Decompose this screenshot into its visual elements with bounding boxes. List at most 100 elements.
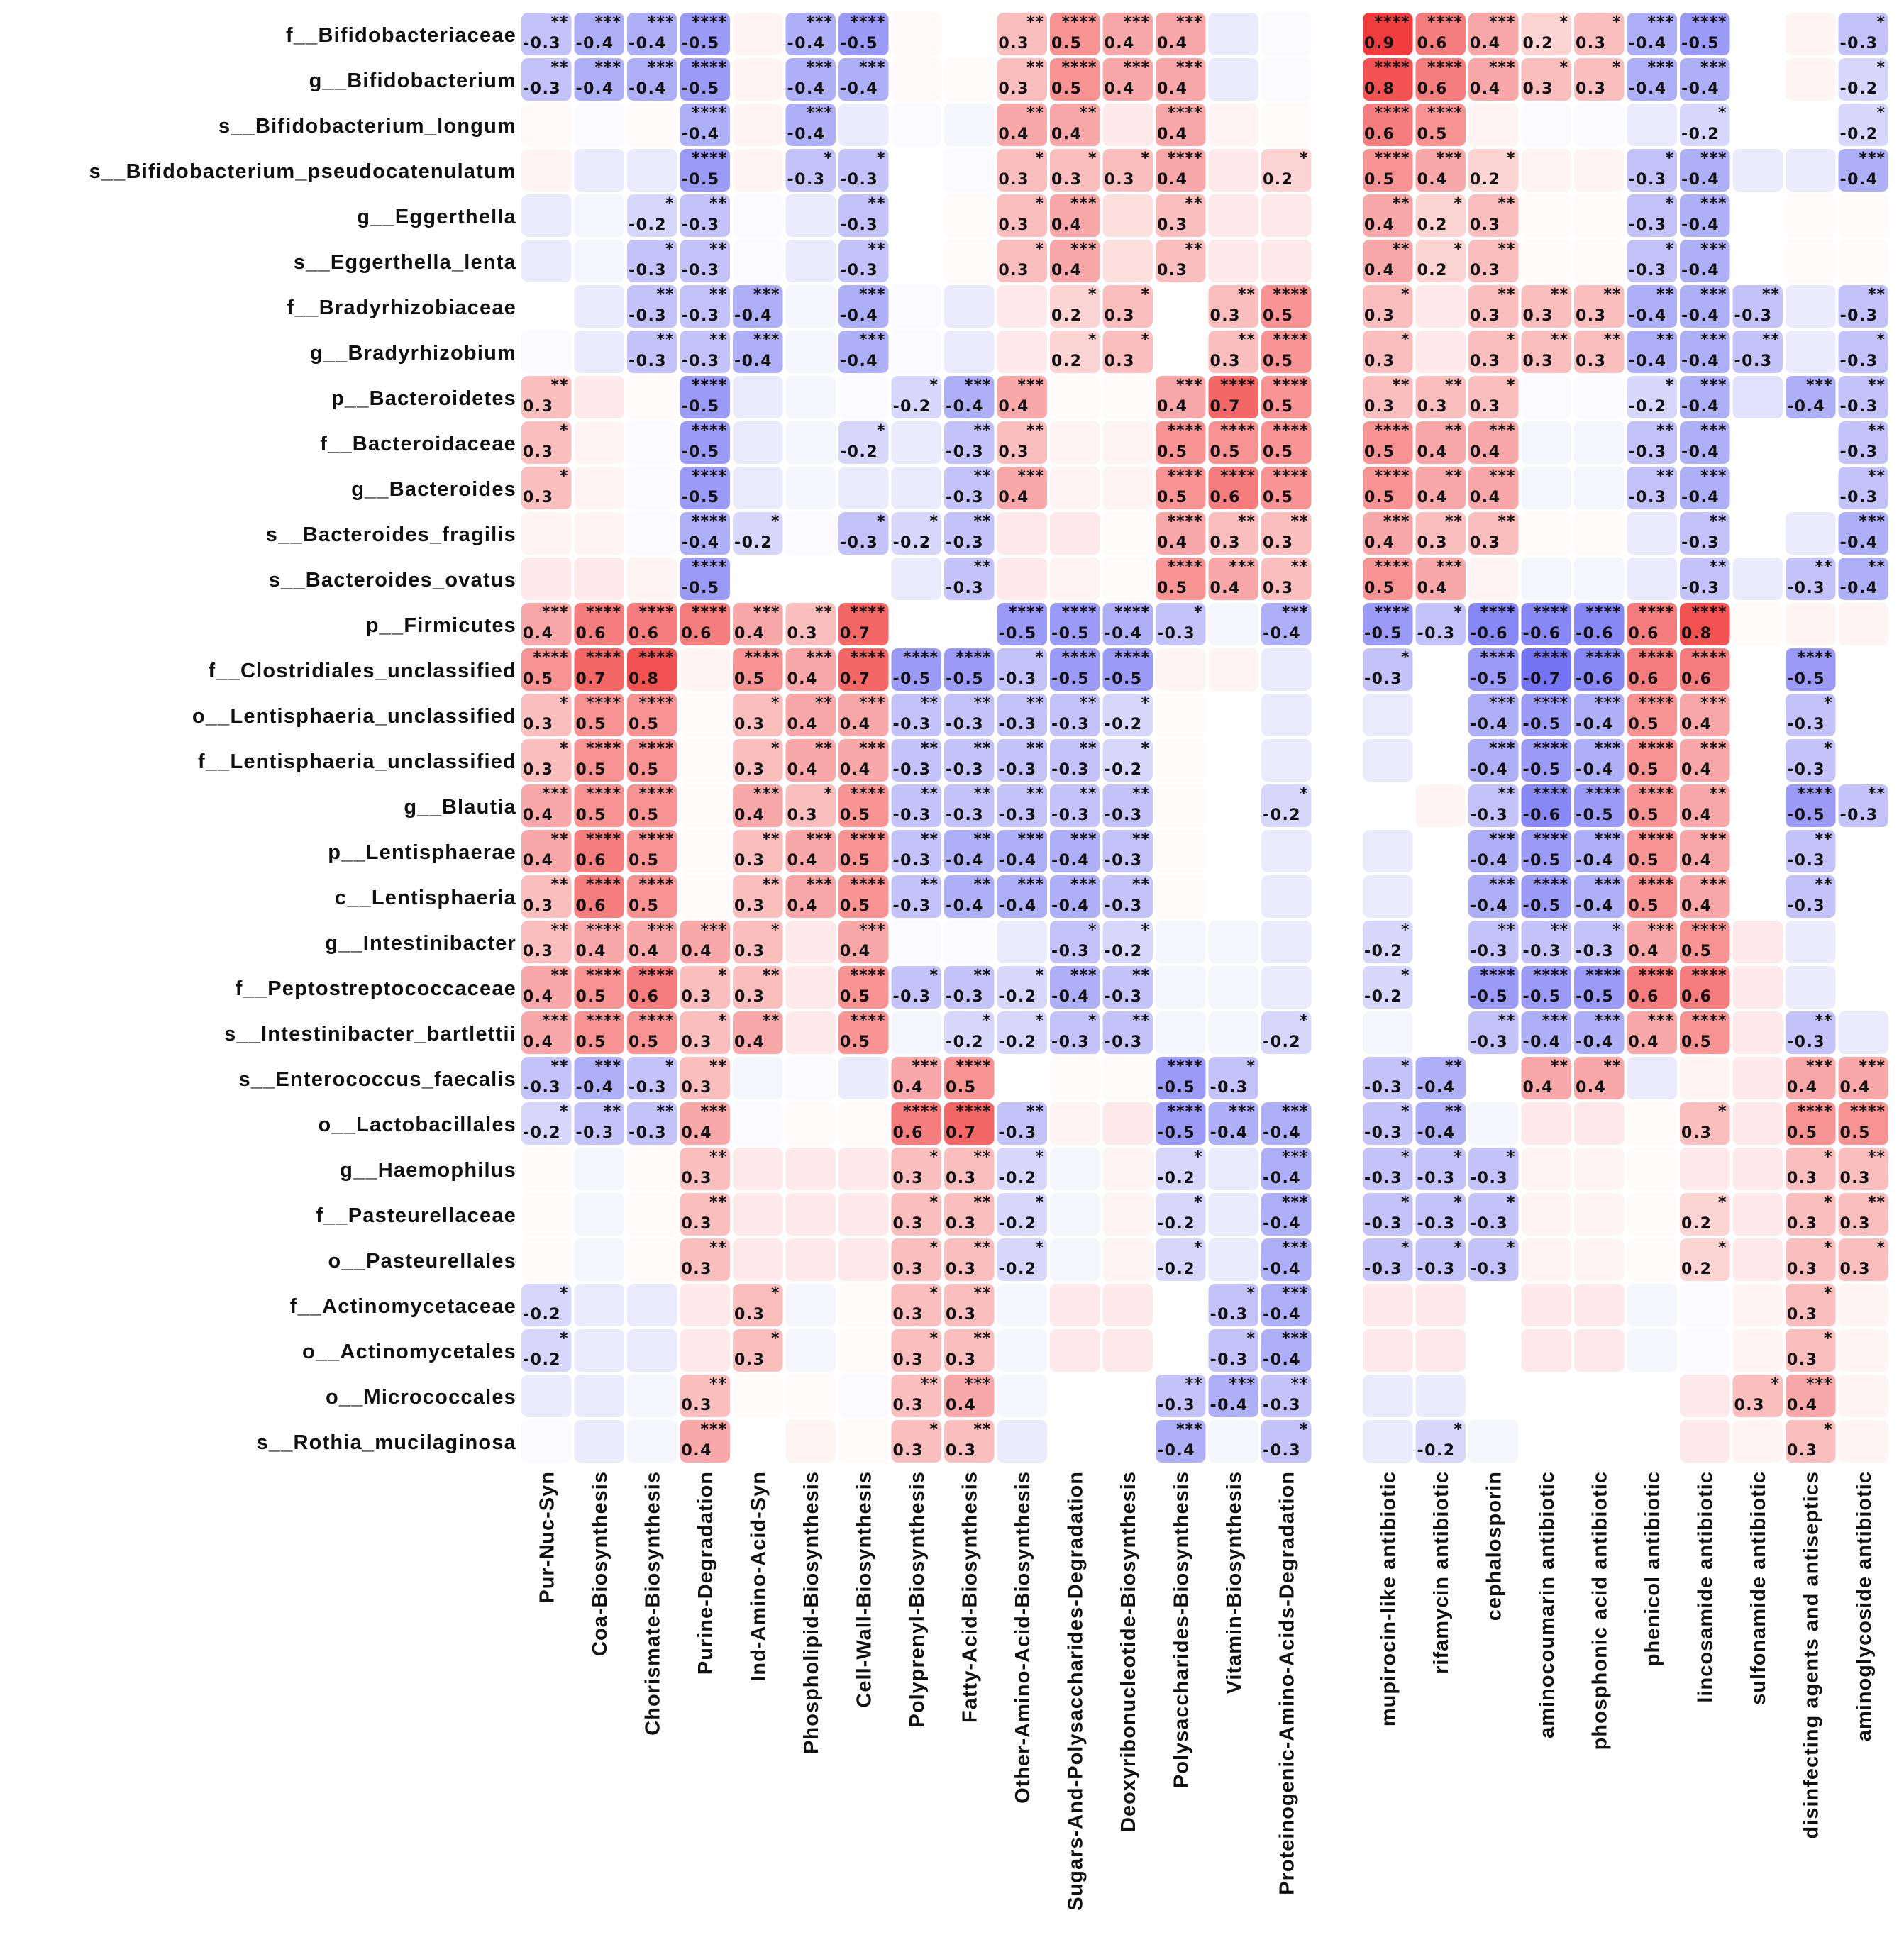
cell-rect — [733, 1193, 783, 1236]
cell-rect — [891, 784, 941, 827]
cell-value: -0.3 — [946, 716, 984, 733]
heatmap-cell — [680, 694, 730, 736]
heatmap-cell — [891, 421, 941, 464]
significance-stars: ** — [1498, 1012, 1515, 1030]
heatmap-cell: **0.4 — [1050, 104, 1100, 146]
heatmap-cell — [1208, 875, 1258, 918]
cell-value: -0.4 — [1417, 1124, 1456, 1142]
cell-rect — [627, 1011, 677, 1054]
heatmap-cell — [1415, 875, 1466, 918]
cell-rect — [521, 1148, 572, 1190]
significance-stars: ** — [709, 286, 727, 304]
significance-stars: **** — [1220, 467, 1256, 485]
significance-stars: ** — [973, 785, 991, 803]
heatmap-cell: **-0.3 — [1786, 830, 1836, 872]
cell-value: -0.5 — [1105, 670, 1143, 688]
cell-rect — [1732, 558, 1783, 600]
heatmap-cell — [1838, 694, 1888, 736]
significance-stars: ** — [973, 422, 991, 440]
heatmap-cell: ****0.5 — [838, 1011, 889, 1054]
heatmap-cell: ****-0.5 — [1574, 966, 1625, 1009]
cell-rect — [997, 921, 1047, 963]
cell-value: -0.2 — [1681, 126, 1720, 143]
cell-rect — [785, 285, 836, 328]
cell-rect — [521, 1375, 572, 1417]
cell-rect — [1574, 1193, 1625, 1236]
cell-rect — [733, 331, 783, 373]
heatmap-cell: *0.3 — [733, 1284, 783, 1326]
cell-value: -0.3 — [1629, 262, 1667, 279]
heatmap-cell: *0.2 — [1468, 149, 1519, 192]
heatmap-cell — [891, 285, 941, 328]
significance-stars: *** — [648, 59, 675, 77]
heatmap-cell — [944, 194, 995, 237]
cell-rect — [521, 240, 572, 282]
cell-value: 0.5 — [1629, 897, 1659, 915]
cell-rect — [1838, 1238, 1888, 1281]
heatmap-cell — [1156, 1284, 1206, 1326]
heatmap-cell: *-0.3 — [1627, 240, 1677, 282]
heatmap-cell: *-0.2 — [838, 421, 889, 464]
significance-stars: **** — [1167, 1058, 1202, 1075]
heatmap-cell — [1102, 558, 1153, 600]
cell-rect — [891, 512, 941, 555]
heatmap-cell — [680, 1329, 730, 1372]
cell-rect — [1415, 921, 1466, 963]
cell-rect — [891, 1375, 941, 1417]
heatmap-cell: *0.3 — [1786, 1148, 1836, 1190]
heatmap-cell: **-0.3 — [1468, 784, 1519, 827]
cell-value: -0.3 — [1629, 443, 1667, 461]
row-label: f__Bradyrhizobiaceae — [287, 296, 516, 319]
cell-rect — [838, 1148, 889, 1190]
cell-value: -0.4 — [946, 897, 984, 915]
heatmap-cell: *-0.3 — [1468, 1193, 1519, 1236]
cell-rect — [1156, 58, 1206, 101]
heatmap-cell: *0.3 — [1786, 1420, 1836, 1463]
significance-stars: * — [1035, 150, 1044, 167]
significance-stars: * — [929, 1421, 939, 1438]
cell-rect — [1102, 1420, 1153, 1463]
heatmap-cell: ****0.5 — [1261, 331, 1312, 373]
heatmap-cell: ***-0.4 — [1680, 376, 1730, 418]
heatmap-cell: ***-0.4 — [944, 376, 995, 418]
heatmap-cell — [1415, 694, 1466, 736]
cell-rect — [1732, 376, 1783, 418]
cell-rect — [521, 331, 572, 373]
significance-stars: * — [771, 921, 780, 939]
heatmap-cell — [1208, 921, 1258, 963]
heatmap-cell: ****0.6 — [1680, 966, 1730, 1009]
cell-rect — [785, 58, 836, 101]
heatmap-cell — [1521, 421, 1571, 464]
cell-rect — [1261, 13, 1312, 55]
cell-value: -0.3 — [946, 534, 984, 552]
heatmap-cell — [1050, 512, 1100, 555]
significance-stars: * — [1401, 1194, 1410, 1211]
cell-rect — [1680, 376, 1730, 418]
heatmap-cell — [1521, 1102, 1571, 1145]
heatmap-cell: **0.3 — [521, 875, 572, 918]
significance-stars: **** — [850, 604, 885, 621]
cell-rect — [1363, 240, 1413, 282]
cell-value: -0.2 — [1105, 716, 1143, 733]
cell-rect — [838, 421, 889, 464]
significance-stars: * — [1454, 1148, 1463, 1166]
cell-rect — [838, 1420, 889, 1463]
heatmap-cell — [1415, 331, 1466, 373]
cell-rect — [1786, 1420, 1836, 1463]
significance-stars: *** — [1489, 694, 1516, 712]
cell-rect — [1468, 58, 1519, 101]
heatmap-cell: *-0.3 — [891, 966, 941, 1009]
cell-rect — [997, 467, 1047, 509]
cell-rect — [1156, 784, 1206, 827]
cell-value: 0.5 — [1263, 353, 1293, 370]
cell-rect — [1521, 1148, 1571, 1190]
cell-rect — [1363, 421, 1413, 464]
cell-value: 0.5 — [576, 761, 607, 779]
cell-value: -0.3 — [1787, 761, 1825, 779]
cell-rect — [521, 1284, 572, 1326]
significance-stars: ** — [1238, 331, 1256, 349]
heatmap-cell: *-0.3 — [1786, 739, 1836, 782]
cell-value: -0.4 — [1840, 534, 1878, 552]
cell-rect — [1838, 13, 1888, 55]
cell-value: -0.3 — [787, 171, 826, 189]
